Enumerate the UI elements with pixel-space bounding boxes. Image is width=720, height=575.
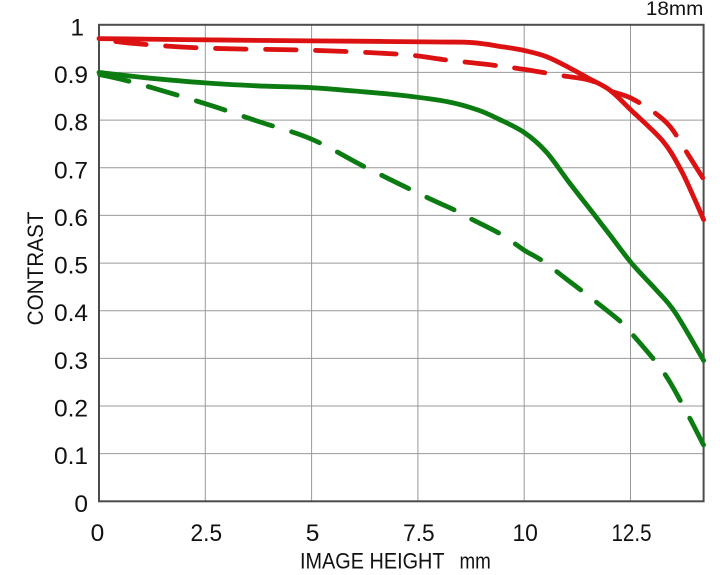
svg-text:IMAGE HEIGHT: IMAGE HEIGHT: [300, 549, 445, 571]
svg-text:12.5: 12.5: [612, 520, 652, 547]
svg-text:2.5: 2.5: [191, 520, 223, 547]
svg-text:0.4: 0.4: [54, 300, 88, 327]
svg-text:0.6: 0.6: [54, 205, 88, 232]
svg-text:mm: mm: [460, 549, 491, 571]
svg-text:0: 0: [74, 491, 88, 518]
svg-text:7.5: 7.5: [403, 520, 435, 547]
svg-text:0.8: 0.8: [54, 110, 88, 137]
svg-text:0.9: 0.9: [54, 62, 88, 89]
svg-text:0: 0: [91, 520, 105, 547]
svg-text:0.7: 0.7: [54, 157, 88, 184]
svg-text:5: 5: [306, 520, 320, 547]
svg-text:0.1: 0.1: [54, 443, 88, 470]
svg-text:0.5: 0.5: [54, 253, 88, 280]
svg-text:CONTRAST: CONTRAST: [23, 211, 48, 325]
svg-text:1: 1: [70, 14, 84, 41]
svg-text:10: 10: [512, 520, 538, 547]
svg-text:0.2: 0.2: [54, 396, 88, 423]
svg-text:18mm: 18mm: [646, 0, 704, 20]
svg-text:0.3: 0.3: [54, 348, 88, 375]
